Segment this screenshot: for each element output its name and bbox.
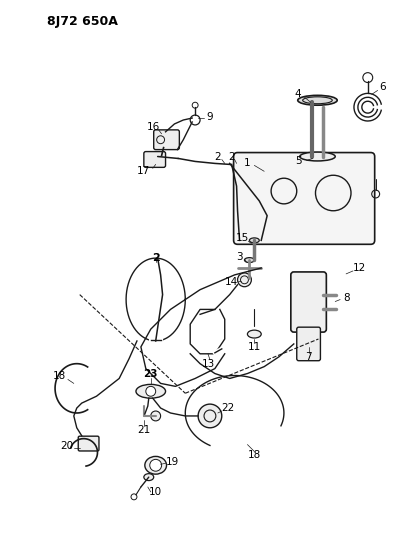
FancyBboxPatch shape bbox=[78, 436, 99, 451]
Text: 18: 18 bbox=[248, 450, 261, 461]
Ellipse shape bbox=[300, 152, 335, 161]
Text: 2: 2 bbox=[215, 151, 221, 161]
Ellipse shape bbox=[298, 95, 337, 105]
Ellipse shape bbox=[247, 330, 261, 338]
Text: 8: 8 bbox=[343, 293, 349, 303]
Text: 12: 12 bbox=[353, 263, 367, 273]
Ellipse shape bbox=[245, 257, 254, 263]
Text: 6: 6 bbox=[379, 83, 386, 92]
Circle shape bbox=[238, 273, 252, 287]
Text: 14: 14 bbox=[225, 277, 238, 287]
FancyBboxPatch shape bbox=[154, 130, 179, 150]
Text: 5: 5 bbox=[296, 157, 302, 166]
Circle shape bbox=[146, 386, 156, 396]
Text: 11: 11 bbox=[248, 342, 261, 352]
Text: 13: 13 bbox=[201, 359, 215, 369]
Text: 8J72 650A: 8J72 650A bbox=[47, 15, 118, 28]
Text: 21: 21 bbox=[137, 425, 150, 435]
Text: 23: 23 bbox=[143, 368, 158, 378]
Ellipse shape bbox=[144, 474, 154, 481]
FancyBboxPatch shape bbox=[297, 327, 321, 361]
Text: 20: 20 bbox=[60, 441, 74, 450]
Text: 3: 3 bbox=[236, 252, 243, 262]
Circle shape bbox=[151, 411, 161, 421]
FancyBboxPatch shape bbox=[233, 152, 375, 244]
Text: 16: 16 bbox=[147, 122, 160, 132]
Text: 9: 9 bbox=[207, 112, 213, 122]
FancyBboxPatch shape bbox=[291, 272, 326, 332]
Text: 2: 2 bbox=[229, 151, 235, 161]
Text: 17: 17 bbox=[137, 166, 150, 176]
Ellipse shape bbox=[136, 384, 166, 398]
Text: 22: 22 bbox=[221, 403, 234, 413]
Text: 10: 10 bbox=[149, 487, 162, 497]
Ellipse shape bbox=[249, 238, 259, 243]
Text: 19: 19 bbox=[166, 457, 179, 467]
Ellipse shape bbox=[145, 456, 166, 474]
Text: 2: 2 bbox=[152, 253, 159, 263]
FancyBboxPatch shape bbox=[144, 151, 166, 167]
Circle shape bbox=[198, 404, 222, 428]
Text: 7: 7 bbox=[305, 352, 312, 362]
Text: 15: 15 bbox=[236, 233, 249, 244]
Circle shape bbox=[150, 459, 162, 471]
Text: 4: 4 bbox=[294, 90, 301, 99]
Text: 18: 18 bbox=[52, 372, 66, 382]
Text: 1: 1 bbox=[244, 158, 251, 168]
